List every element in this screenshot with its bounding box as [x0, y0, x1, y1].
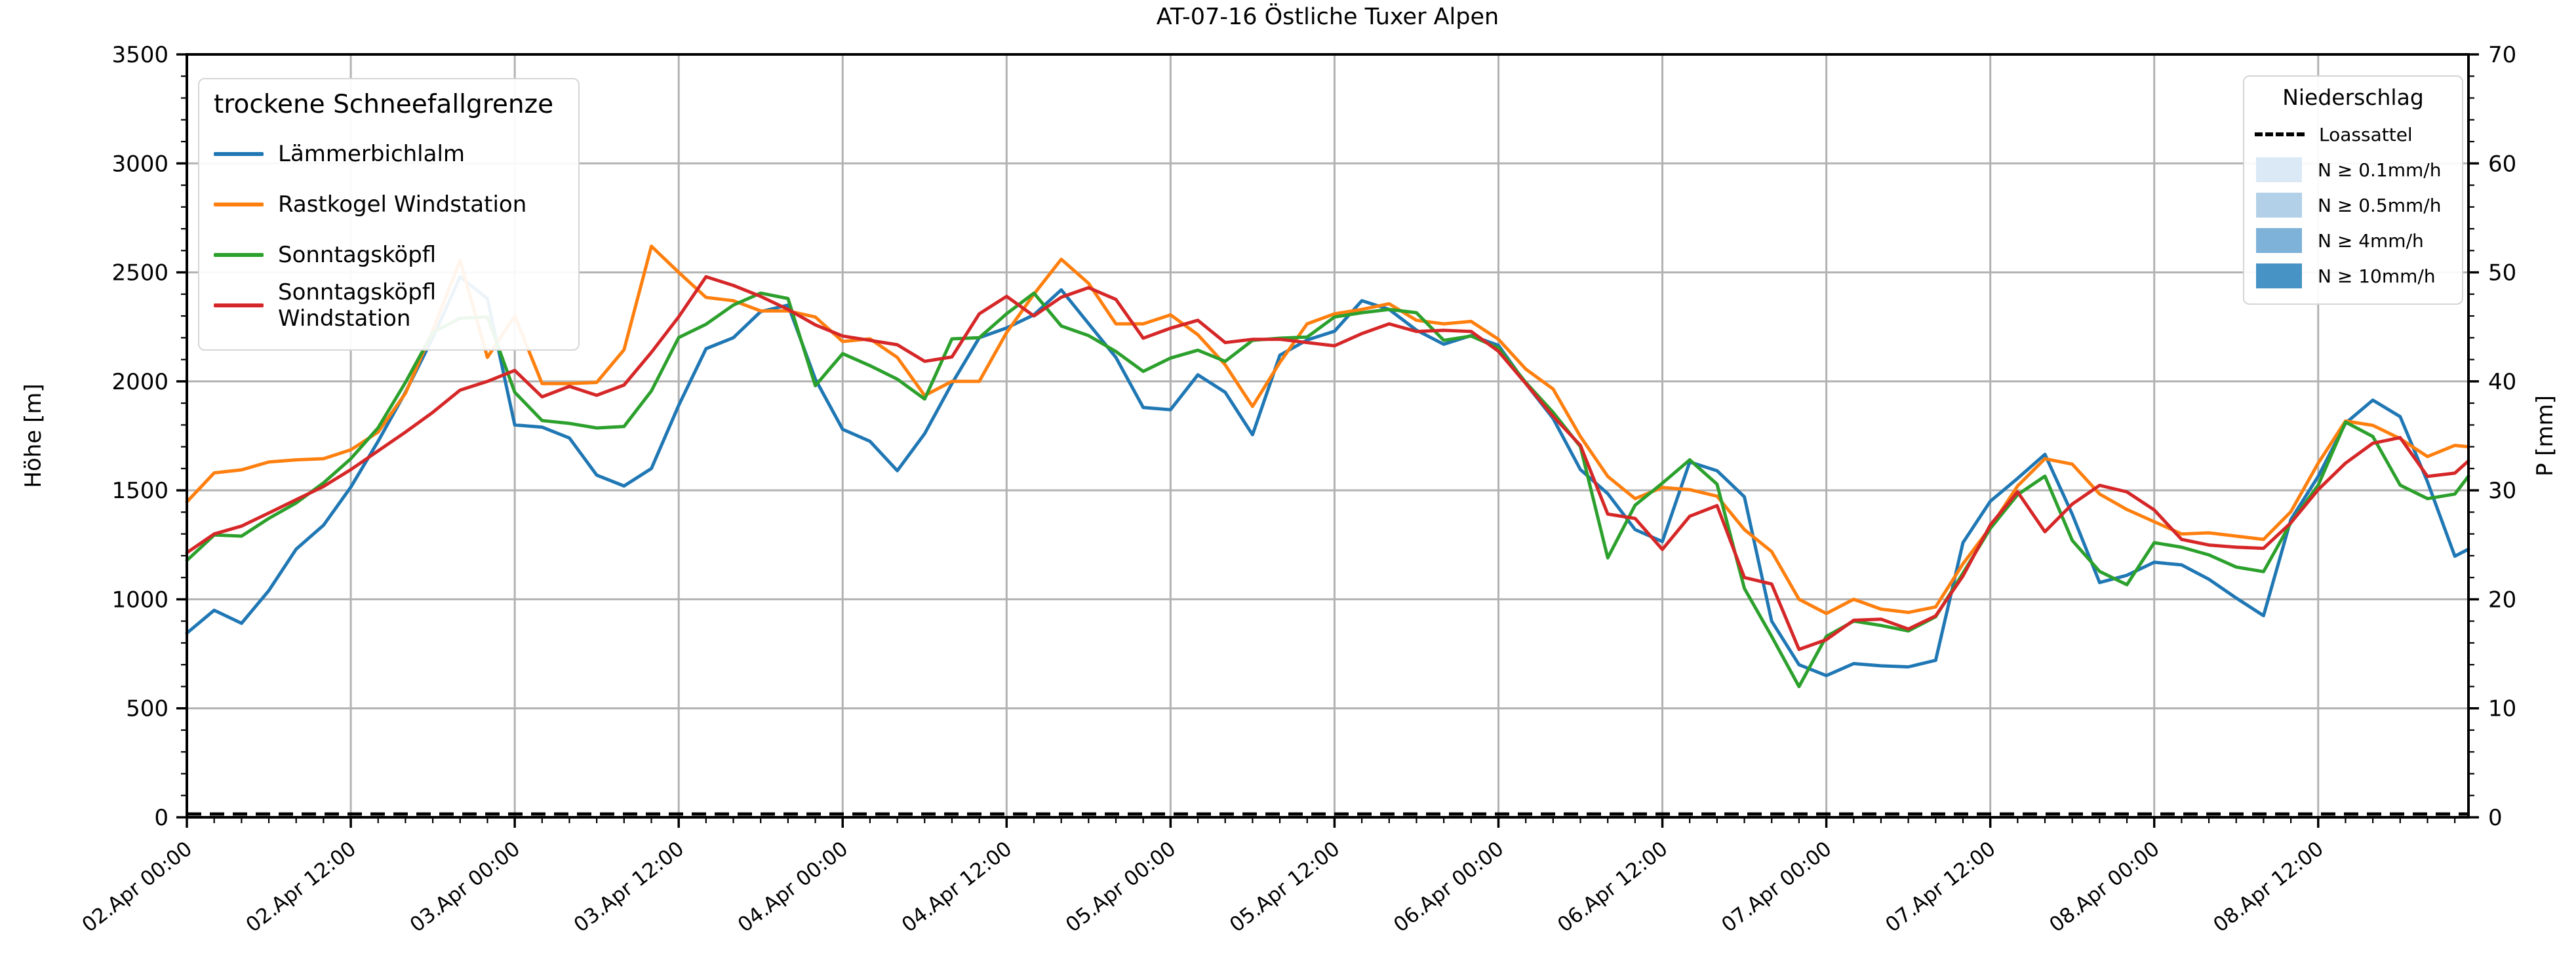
y-right-tick-label: 10 [2488, 696, 2516, 722]
legend-item-label: Sonntagsköpfl [278, 241, 437, 268]
x-tick-label: 04.Apr 00:00 [734, 837, 852, 937]
legend-item: Sonntagsköpfl [212, 229, 565, 280]
legend-item-label: N ≥ 0.1mm/h [2318, 159, 2442, 181]
legend-item: N ≥ 10mm/h [2253, 258, 2453, 294]
precip-threshold-swatch [2256, 228, 2302, 253]
y-right-tick-label: 40 [2488, 369, 2516, 395]
y-right-tick-label: 70 [2488, 42, 2516, 68]
x-tick-label: 06.Apr 12:00 [1553, 837, 1672, 937]
x-tick-label: 08.Apr 12:00 [2209, 837, 2328, 937]
legend-item-label: Loassattel [2319, 123, 2413, 146]
legend-precip-items: Loassattel N ≥ 0.1mm/h N ≥ 0.5mm/h N ≥ 4mm/… [2253, 117, 2453, 294]
chart-title: AT-07-16 Östliche Tuxer Alpen [1156, 4, 1499, 30]
series-line-rastkogel-windstation [185, 244, 2470, 615]
y-right-tick-label: 50 [2488, 260, 2516, 286]
legend-item-label: N ≥ 0.5mm/h [2318, 194, 2442, 216]
y-right-tick-label: 0 [2488, 805, 2503, 831]
legend-item: N ≥ 0.1mm/h [2253, 152, 2453, 187]
legend-item: Lämmerbichlalm [212, 128, 565, 179]
y-right-axis-label: P [mm] [2532, 395, 2558, 476]
legend-item-label: Lämmerbichlalm [278, 140, 466, 167]
series-line-sonntagsk-pfl [185, 291, 2470, 688]
y-left-tick-label: 2500 [111, 260, 168, 286]
x-tick-label: 05.Apr 00:00 [1061, 837, 1180, 937]
legend-item: Loassattel [2253, 117, 2453, 152]
precip-threshold-swatch [2256, 157, 2302, 182]
x-tick-label: 03.Apr 12:00 [570, 837, 688, 937]
legend-line-swatch [214, 202, 264, 206]
y-left-tick-label: 2000 [111, 369, 168, 395]
y-right-tick-label: 60 [2488, 151, 2516, 177]
legend-precip-title: Niederschlag [2282, 85, 2424, 110]
y-left-axis-label: Höhe [m] [20, 383, 47, 488]
legend-item-label: Sonntagsköpfl Windstation [278, 279, 437, 332]
x-tick-label: 08.Apr 00:00 [2045, 837, 2164, 937]
y-left-tick-label: 1500 [111, 478, 168, 504]
legend-precip: Niederschlag Loassattel N ≥ 0.1mm/h N ≥ 0.… [2243, 75, 2463, 305]
x-tick-label: 02.Apr 12:00 [242, 837, 361, 937]
x-tick-label: 03.Apr 00:00 [406, 837, 525, 937]
y-right-tick-label: 20 [2488, 587, 2516, 613]
y-left-tick-label: 3000 [111, 151, 168, 177]
x-tick-label: 06.Apr 00:00 [1389, 837, 1508, 937]
axes-spines [186, 53, 2470, 819]
dashed-line-swatch [2255, 132, 2305, 136]
y-left-tick-label: 0 [154, 805, 168, 831]
x-tick-label: 02.Apr 00:00 [77, 837, 196, 937]
y-left-tick-label: 3500 [111, 42, 168, 68]
legend-snowline: trockene Schneefallgrenze Lämmerbichlalm… [198, 78, 580, 351]
legend-item: N ≥ 0.5mm/h [2253, 187, 2453, 223]
legend-item: Rastkogel Windstation [212, 179, 565, 229]
series-line-sonntagsk-pfl-windstation [185, 275, 2470, 651]
legend-snowline-items: Lämmerbichlalm Rastkogel Windstation Sonnt… [212, 128, 565, 332]
legend-item-label: N ≥ 10mm/h [2318, 265, 2436, 287]
legend-line-swatch [214, 252, 264, 257]
legend-item: Sonntagsköpfl Windstation [212, 279, 565, 332]
legend-item-label: N ≥ 4mm/h [2318, 229, 2424, 252]
series-line-l-mmerbichlalm [185, 275, 2470, 678]
y-left-tick-label: 500 [126, 696, 168, 722]
legend-line-swatch [214, 151, 264, 156]
y-right-tick-label: 30 [2488, 478, 2516, 504]
x-tick-label: 07.Apr 00:00 [1717, 837, 1836, 937]
x-tick-label: 04.Apr 12:00 [898, 837, 1016, 937]
legend-item: N ≥ 4mm/h [2253, 223, 2453, 258]
precip-threshold-swatch [2256, 193, 2302, 218]
legend-line-swatch [214, 303, 264, 307]
y-left-tick-label: 1000 [111, 587, 168, 613]
legend-snowline-title: trockene Schneefallgrenze [214, 90, 554, 119]
legend-item-label: Rastkogel Windstation [278, 191, 527, 218]
precip-threshold-swatch [2256, 263, 2302, 288]
x-tick-label: 07.Apr 12:00 [1881, 837, 2000, 937]
x-tick-label: 05.Apr 12:00 [1225, 837, 1344, 937]
